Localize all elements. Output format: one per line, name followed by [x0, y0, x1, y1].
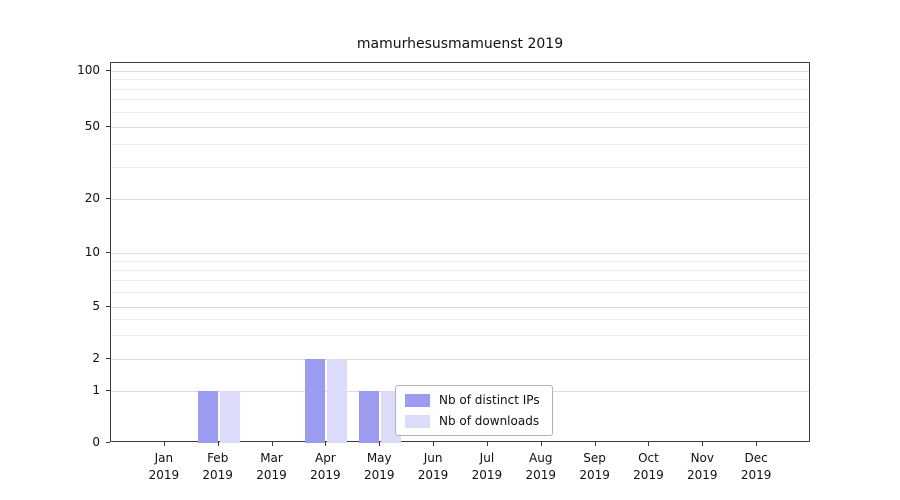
chart-title: mamurhesusmamuenst 2019 — [356, 36, 564, 52]
y-tick-mark — [106, 390, 110, 391]
y-tick-label: 2 — [92, 351, 100, 365]
gridline-minor — [111, 270, 809, 271]
x-tick-label: Apr 2019 — [310, 451, 341, 482]
bar-nb-of-distinct-ips — [197, 391, 218, 443]
gridline-major — [111, 127, 809, 128]
bar-nb-of-downloads — [219, 391, 240, 443]
x-tick-mark — [486, 442, 488, 446]
y-tick-label: 1 — [92, 383, 100, 397]
x-tick-mark — [756, 442, 758, 446]
x-tick-label: Jul 2019 — [471, 451, 503, 482]
x-tick-label: Mar 2019 — [256, 451, 287, 482]
legend-entry-downloads: Nb of downloads — [405, 414, 540, 428]
legend-entry-distinct-ips: Nb of distinct IPs — [405, 393, 540, 407]
gridline-major — [111, 253, 809, 254]
gridline-minor — [111, 292, 809, 293]
gridline-minor — [111, 167, 809, 168]
x-tick-mark — [702, 442, 704, 446]
y-tick-label: 20 — [84, 191, 100, 205]
gridline-minor — [111, 335, 809, 336]
x-tick-label: Nov 2019 — [687, 451, 718, 482]
gridline-minor — [111, 112, 809, 113]
y-tick-mark — [106, 252, 110, 253]
y-tick-mark — [106, 306, 110, 307]
gridline-minor — [111, 144, 809, 145]
x-tick-mark — [217, 442, 219, 446]
x-tick-label: Dec 2019 — [740, 451, 772, 482]
y-tick-mark — [106, 442, 110, 443]
x-tick-mark — [163, 442, 165, 446]
legend-swatch-distinct-ips — [405, 393, 430, 407]
bar-nb-of-distinct-ips — [359, 391, 380, 443]
gridline-minor — [111, 89, 809, 90]
gridline-minor — [111, 280, 809, 281]
gridline-minor — [111, 261, 809, 262]
legend-label-distinct-ips: Nb of distinct IPs — [439, 393, 540, 407]
y-tick-label: 10 — [84, 245, 100, 259]
x-tick-label: Jan 2019 — [148, 451, 180, 482]
x-tick-mark — [325, 442, 327, 446]
legend-swatch-downloads — [405, 414, 430, 428]
x-tick-label: Jun 2019 — [417, 451, 449, 482]
x-tick-mark — [433, 442, 435, 446]
y-tick-label: 100 — [77, 63, 100, 77]
x-tick-label: Aug 2019 — [525, 451, 557, 482]
gridline-minor — [111, 319, 809, 320]
x-tick-mark — [594, 442, 596, 446]
gridline-minor — [111, 99, 809, 100]
gridline-major — [111, 199, 809, 200]
x-tick-mark — [271, 442, 273, 446]
gridline-minor — [111, 79, 809, 80]
bar-nb-of-distinct-ips — [305, 359, 326, 443]
y-tick-mark — [106, 358, 110, 359]
x-tick-mark — [379, 442, 381, 446]
x-tick-label: Sep 2019 — [579, 451, 610, 482]
y-tick-label: 5 — [92, 299, 100, 313]
gridline-major — [111, 307, 809, 308]
y-tick-label: 0 — [92, 435, 100, 449]
legend: Nb of distinct IPs Nb of downloads — [395, 385, 553, 436]
x-tick-mark — [540, 442, 542, 446]
gridline-major — [111, 71, 809, 72]
y-tick-mark — [106, 126, 110, 127]
legend-label-downloads: Nb of downloads — [439, 414, 540, 428]
y-tick-mark — [106, 70, 110, 71]
x-tick-label: May 2019 — [363, 451, 395, 482]
y-tick-label: 50 — [84, 119, 100, 133]
gridline-major — [111, 359, 809, 360]
bar-nb-of-downloads — [327, 359, 348, 443]
plot-area: Nb of distinct IPs Nb of downloads — [110, 62, 810, 443]
x-tick-mark — [648, 442, 650, 446]
y-tick-mark — [106, 198, 110, 199]
x-tick-label: Oct 2019 — [633, 451, 664, 482]
x-tick-label: Feb 2019 — [202, 451, 233, 482]
